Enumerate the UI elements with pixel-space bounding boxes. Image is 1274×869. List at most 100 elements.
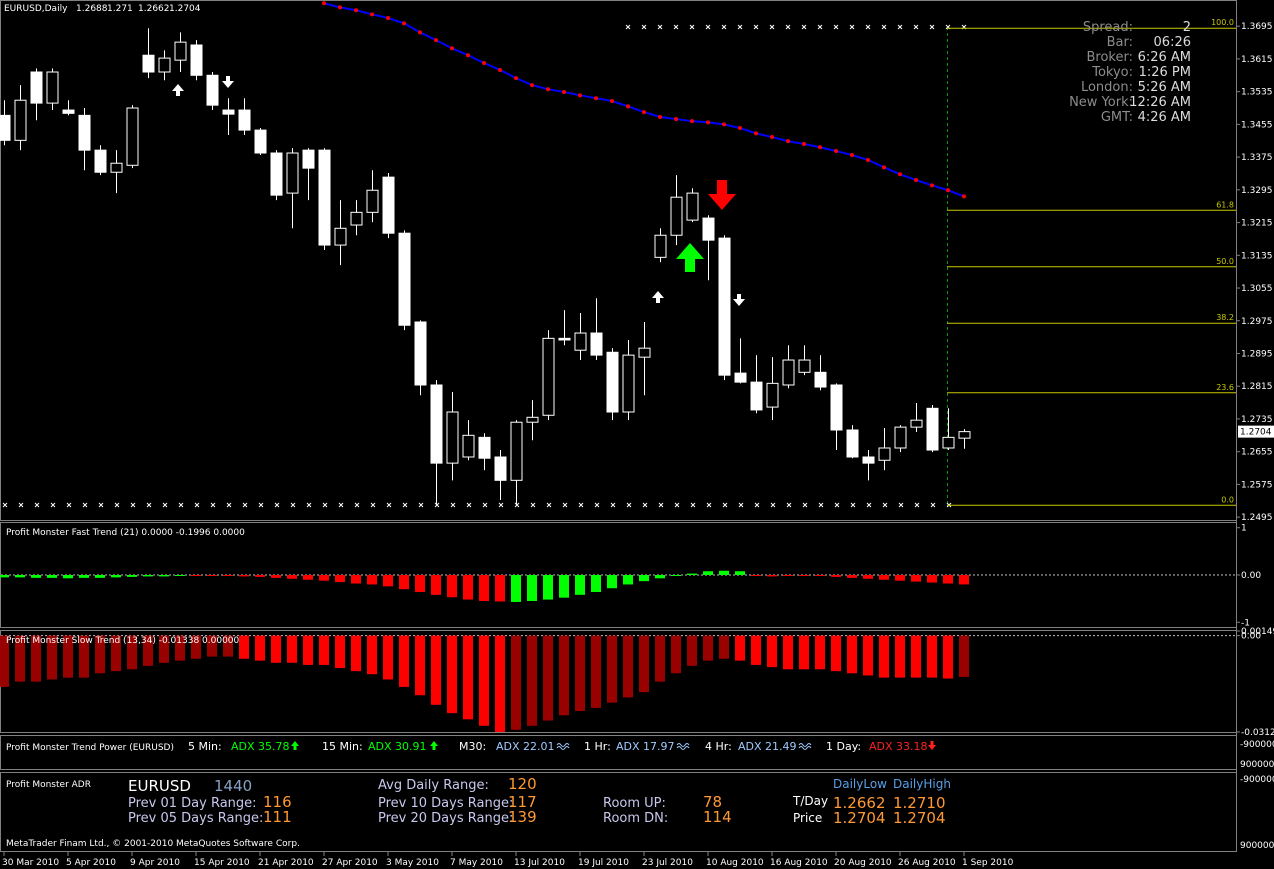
candle-body [718,237,731,376]
candle-body [0,114,11,141]
histogram-bar [271,575,281,578]
y-tick-label: 1.2495 [1241,513,1273,523]
x-marker [194,502,200,508]
ma-point [322,1,326,6]
y-tick-label: 1.3695 [1241,22,1273,32]
y-tick-label: 0.00149 [1241,627,1274,637]
candle-body [158,57,171,73]
x-tick-label: 30 Mar 2010 [2,858,59,868]
histogram-bar [591,575,601,593]
histogram-bar [703,635,713,661]
histogram-bar [399,635,409,687]
fib-label: 0.0 [1221,495,1234,504]
timeframe: 15 Min: [322,740,363,753]
histogram-bar [591,635,601,708]
candle-body [814,371,827,388]
ma-point [386,16,390,21]
x-marker [657,24,663,30]
histogram-bar [15,575,25,578]
candle-body [766,382,779,408]
candle-body [414,321,427,386]
x-marker [66,502,72,508]
candle-body [110,162,123,173]
histogram-bar [127,635,137,670]
ma-point [338,5,342,10]
label: Prev 01 Day Range: [128,796,257,811]
ma-point [354,8,358,13]
histogram-bar [703,571,713,575]
candle-body [382,176,395,234]
x-tick-label: 5 Apr 2010 [66,858,116,868]
histogram-bar [319,635,329,665]
x-marker [674,502,680,508]
histogram-bar [831,635,841,672]
fib-label: 23.6 [1216,383,1234,392]
trend-power: Profit Monster Trend Power (EURUSD) 5 Mi… [6,740,1274,770]
candle-body [206,74,219,106]
histogram-bar [559,635,569,716]
ma-point [962,194,966,199]
ma-point [450,46,454,51]
x-marker [673,24,679,30]
candle-body [302,149,315,169]
x-tick-label: 15 Apr 2010 [194,858,250,868]
y-tick-label: 1.3615 [1241,55,1273,65]
histogram-bar [639,575,649,582]
x-marker [737,24,743,30]
histogram-bar [383,575,393,587]
buy-arrow [172,84,184,96]
histogram-bar [687,573,697,575]
histogram-bar [47,635,57,680]
x-tick-label: 21 Apr 2010 [258,858,314,868]
candle-body [254,129,267,154]
x-marker [258,502,264,508]
ma-point [946,188,950,193]
histogram-bar [143,575,153,577]
histogram-bar [15,635,25,682]
x-marker [850,502,856,508]
label: Avg Daily Range: [378,778,489,793]
histogram-bar [879,635,889,678]
histogram-bar [255,635,265,661]
info-value: 6:26 AM [1138,50,1191,65]
x-marker [801,24,807,30]
histogram-bar [719,635,729,659]
label: Room DN: [603,811,668,826]
x-marker [625,24,631,30]
x-marker [418,502,424,508]
histogram-bar [399,575,409,590]
candle-body [270,152,283,196]
ma-point [626,104,630,109]
chart-title: EURUSD,Daily [4,4,68,14]
x-marker [466,502,472,508]
histogram-bar [527,575,537,601]
label: Prev 20 Days Range: [378,811,513,826]
buy-arrow [652,291,664,303]
ma-point [546,87,550,92]
histogram-bar [767,635,777,668]
x-marker [834,502,840,508]
axis-label: -900000 [1240,740,1274,750]
title-close: 1.2704 [169,4,201,14]
histogram-bar [911,575,921,582]
histogram-bar [351,635,361,672]
candle-body [126,107,139,166]
histogram-bar [575,635,585,711]
label: Prev 10 Days Range: [378,796,513,811]
footer: MetaTrader Finam Ltd., © 2001-2010 MetaQ… [6,839,300,849]
x-marker [706,502,712,508]
adx-value: ADX 35.78 [231,740,290,753]
adr-panel: Profit Monster ADR EURUSD 1440 Prev 01 D… [6,775,1274,851]
candle-body [654,234,667,258]
candle-body [958,431,971,439]
x-tick-label: 13 Jul 2010 [514,858,565,868]
adx-value: ADX 30.91 [368,740,427,753]
candle-body [542,337,555,416]
histogram-bar [223,575,233,576]
x-marker [130,502,136,508]
histogram-bar [687,635,697,666]
y-tick-label: 1 [1241,524,1247,534]
histogram-bar [623,635,633,698]
